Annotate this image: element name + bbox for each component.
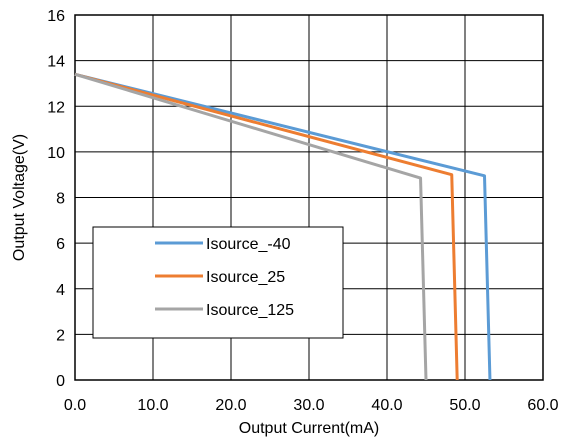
y-tick-label: 14: [47, 54, 65, 71]
series-line-2: [74, 72, 459, 381]
y-tick-label: 16: [47, 8, 65, 25]
x-tick-label: 0.0: [64, 397, 86, 414]
y-tick-label: 2: [56, 327, 65, 344]
legend-label: Isource_25: [206, 269, 285, 286]
series-line-1: [74, 72, 492, 381]
x-tick-label: 60.0: [527, 397, 558, 414]
plot-area: [74, 14, 544, 381]
x-tick-label: 20.0: [215, 397, 246, 414]
x-tick-label: 40.0: [371, 397, 402, 414]
legend-label: Isource_-40: [206, 236, 291, 253]
series-layer: [74, 72, 492, 381]
legend: Isource_-40 Isource_25 Isource_125: [92, 226, 344, 339]
y-tick-label: 6: [56, 236, 65, 253]
x-tick-label: 10.0: [137, 397, 168, 414]
y-tick-label: 10: [47, 145, 65, 162]
x-tick-label: 30.0: [293, 397, 324, 414]
y-tick-label: 8: [56, 191, 65, 208]
legend-box: [92, 226, 344, 339]
x-tick-label: 50.0: [449, 397, 480, 414]
y-axis-label: Output Voltage(V): [11, 134, 28, 261]
x-axis-label: Output Current(mA): [239, 420, 379, 437]
y-tick-label: 4: [56, 282, 65, 299]
y-tick-labels: 0 2 4 6 8 10 12 14 16: [47, 8, 65, 390]
y-tick-label: 0: [56, 373, 65, 390]
x-tick-labels: 0.0 10.0 20.0 30.0 40.0 50.0 60.0: [64, 397, 559, 414]
y-tick-label: 12: [47, 99, 65, 116]
legend-label: Isource_125: [206, 302, 294, 319]
series-line-3: [74, 72, 428, 381]
